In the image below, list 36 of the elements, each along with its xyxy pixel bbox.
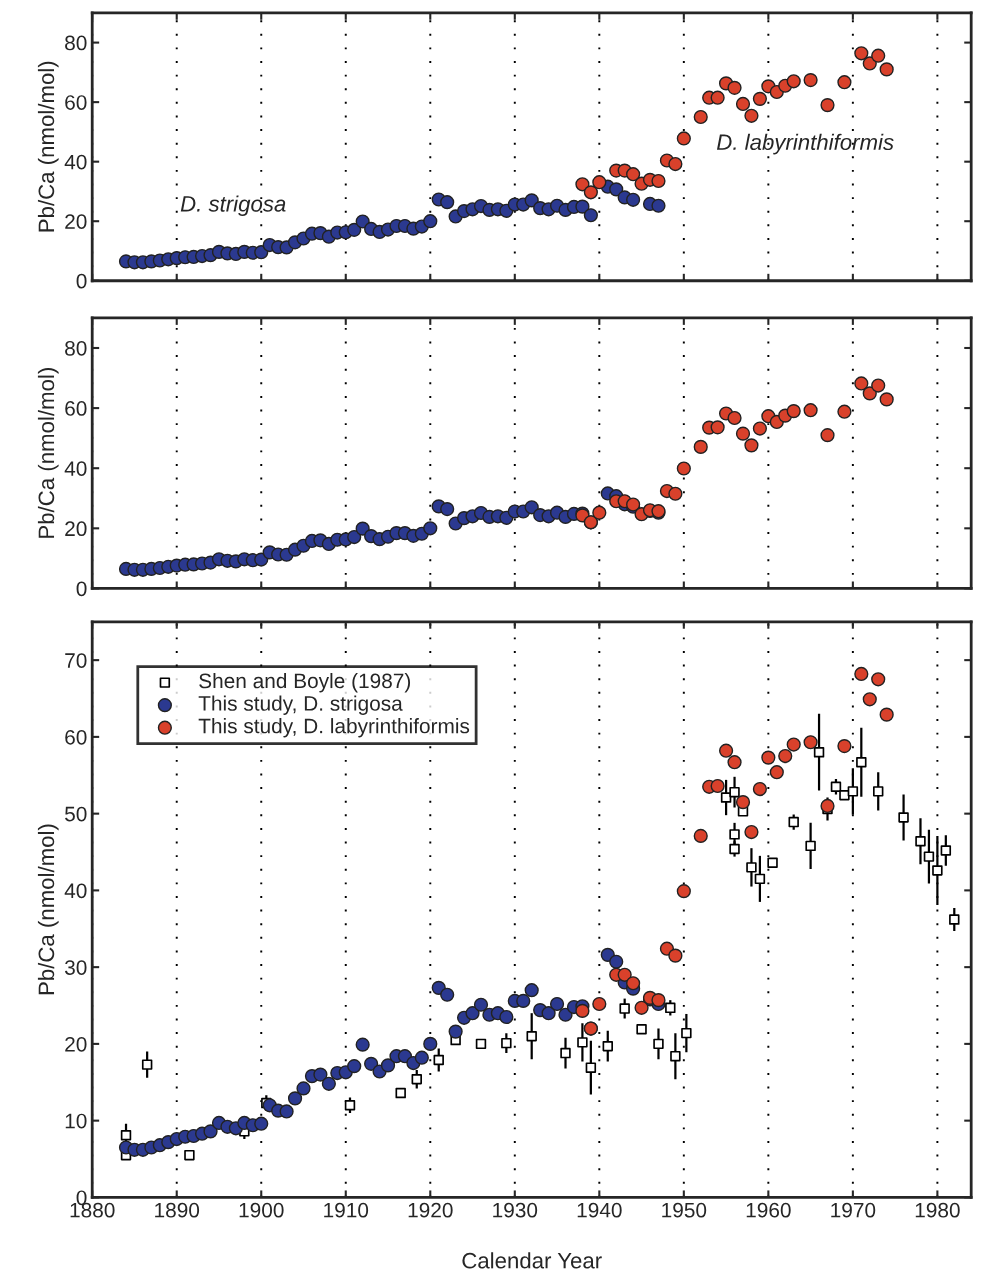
y-tick-label: 10 [65, 1113, 87, 1129]
x-tick-label: 1980 [915, 1202, 960, 1218]
x-tick-label: 1950 [662, 1202, 707, 1218]
y-tick-label: 60 [65, 729, 87, 745]
y-tick-label: 40 [64, 883, 87, 899]
y-tick-label: 30 [64, 960, 87, 975]
y-axis-title: Pb/Ca (nmol/mol) [37, 61, 59, 232]
x-tick-label: 1900 [239, 1202, 284, 1218]
annotation: D. labyrinthiformis [716, 133, 894, 155]
y-axis-title: Pb/Ca (nmol/mol) [37, 368, 59, 538]
x-tick-label: 1910 [324, 1202, 369, 1218]
x-tick-label: 1940 [577, 1202, 622, 1218]
y-tick-label: 20 [65, 1036, 87, 1052]
y-tick-label: 0 [76, 581, 87, 597]
y-tick-label: 0 [76, 273, 87, 289]
x-tick-label: 1890 [155, 1202, 200, 1218]
y-tick-label: 60 [65, 401, 87, 416]
legend-label: This study, D. labyrinthiformis [198, 718, 470, 738]
x-tick-label: 1930 [493, 1202, 538, 1218]
annotation: D. strigosa [180, 195, 286, 217]
x-axis-title: Calendar Year [462, 1252, 602, 1269]
y-tick-label: 20 [65, 214, 87, 229]
y-tick-label: 20 [65, 521, 87, 537]
y-tick-label: 60 [65, 95, 87, 110]
legend-label: This study, D. strigosa [198, 695, 403, 715]
y-tick-label: 40 [64, 461, 87, 476]
y-tick-label: 40 [64, 154, 87, 170]
y-axis-title: Pb/Ca (nmol/mol) [37, 824, 59, 995]
legend-label: Shen and Boyle (1987) [199, 672, 411, 693]
y-tick-label: 80 [65, 35, 87, 51]
x-tick-label: 1970 [831, 1202, 876, 1218]
y-tick-label: 50 [65, 806, 87, 822]
x-tick-label: 1920 [408, 1202, 453, 1218]
x-tick-label: 1960 [746, 1202, 791, 1218]
y-tick-label: 80 [65, 340, 87, 356]
y-tick-label: 70 [65, 653, 87, 668]
